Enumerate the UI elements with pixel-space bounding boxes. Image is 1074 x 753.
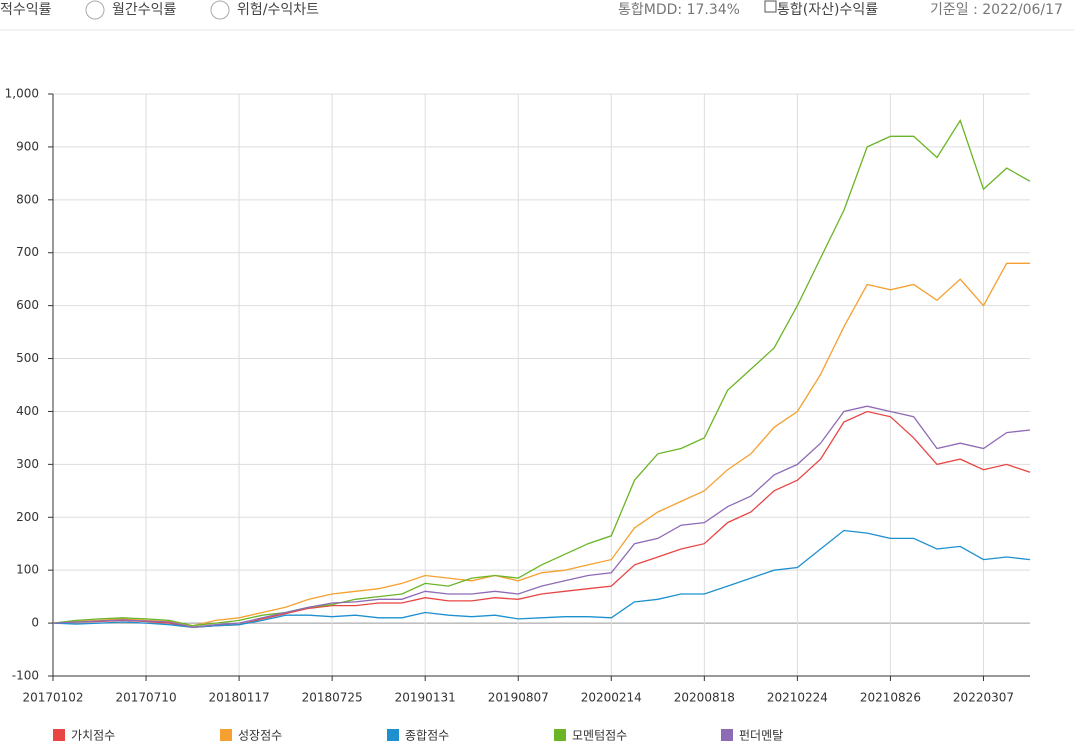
series-line [52,410,1031,628]
checkbox-label[interactable]: 통합(자산)수익률 [777,2,878,18]
x-tick-label: 20210224 [767,691,828,705]
legend-swatch [387,729,399,741]
legend-label[interactable]: 성장점수 [238,729,282,743]
y-tick-label: 0 [31,616,39,630]
legend-swatch [554,729,566,741]
x-tick-label: 20200818 [674,691,735,705]
tab-label: 적수익률 [0,2,52,18]
y-tick-label: 800 [16,192,39,206]
y-tick-label: 100 [16,563,39,577]
mdd-label: 통합MDD: 17.34% [618,2,740,18]
base-date: 기준일 : 2022/06/17 [930,2,1063,18]
y-tick-label: 400 [16,404,39,418]
radio-label[interactable]: 위험/수익차트 [237,2,319,18]
legend-swatch [220,729,232,741]
legend-swatch [721,729,733,741]
legend-label[interactable]: 종합점수 [405,729,449,743]
y-tick-label: 1,000 [5,87,39,101]
y-tick-label: 900 [16,139,39,153]
y-tick-label: 700 [16,245,39,259]
series-line [52,405,1031,628]
radio[interactable] [85,0,105,20]
series-line [52,529,1031,628]
y-tick-label: -100 [12,669,39,683]
x-tick-label: 20180117 [209,691,270,705]
radio[interactable] [210,0,230,20]
x-tick-label: 20210826 [860,691,921,705]
x-tick-label: 20200214 [581,691,642,705]
y-tick-label: 200 [16,510,39,524]
y-tick-label: 300 [16,457,39,471]
y-tick-label: 500 [16,351,39,365]
legend-label[interactable]: 가치점수 [71,729,115,743]
x-tick-label: 20190807 [488,691,549,705]
checkbox[interactable] [764,0,777,13]
legend-swatch [53,729,65,741]
x-tick-label: 20190131 [395,691,456,705]
legend-label[interactable]: 모멘텀점수 [572,729,627,743]
x-tick-label: 20170710 [116,691,177,705]
y-tick-label: 600 [16,298,39,312]
series-line [52,262,1030,627]
x-tick-label: 20170102 [22,691,83,705]
x-tick-label: 20220307 [953,691,1014,705]
radio-label[interactable]: 월간수익률 [112,2,177,18]
series-line [52,118,1031,627]
x-tick-label: 20180725 [302,691,363,705]
legend-label[interactable]: 펀더멘탈 [739,729,783,743]
